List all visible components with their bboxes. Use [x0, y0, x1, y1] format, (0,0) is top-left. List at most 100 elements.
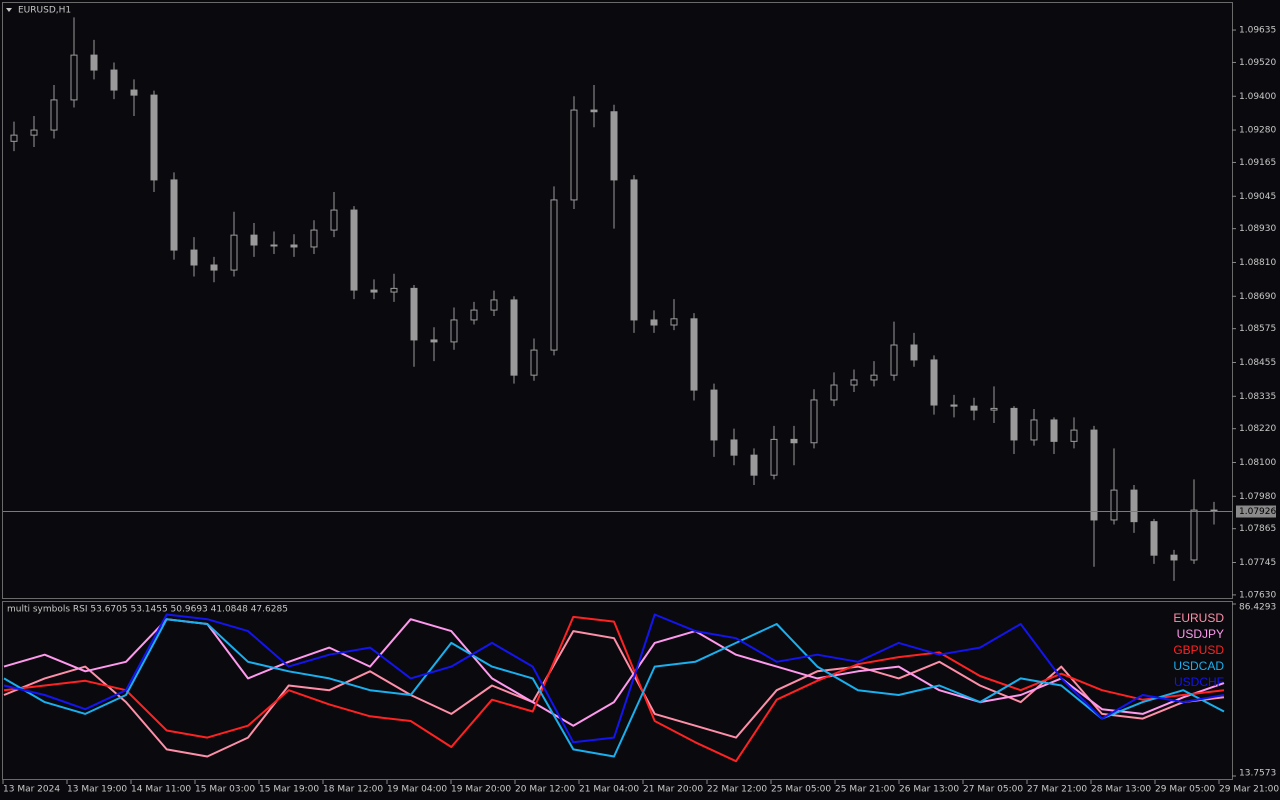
- candle-body: [450, 319, 458, 343]
- y-tick-label: 1.09045: [1239, 192, 1276, 202]
- y-tick-label: 1.08220: [1239, 424, 1276, 434]
- x-tick-label: 26 Mar 13:00: [899, 785, 959, 795]
- y-tick-label: 1.09400: [1239, 92, 1276, 102]
- x-tick-label: 14 Mar 11:00: [131, 785, 191, 795]
- candle-body: [670, 318, 678, 326]
- candle-body: [850, 379, 858, 386]
- candle-body: [650, 319, 658, 326]
- y-tick-label: 1.09165: [1239, 158, 1276, 168]
- y-tick-label: 86.4293: [1239, 603, 1276, 613]
- y-tick-label: 1.08690: [1239, 292, 1276, 302]
- candle-body: [290, 244, 298, 248]
- candle-body: [190, 249, 198, 266]
- candle-body: [30, 129, 38, 136]
- candle-body: [1110, 489, 1118, 521]
- x-tick-label: 21 Mar 04:00: [579, 785, 639, 795]
- candle-body: [510, 299, 518, 376]
- y-tick-label: 13.7573: [1239, 769, 1276, 779]
- candle-body: [490, 299, 498, 311]
- y-tick-label: 1.08575: [1239, 324, 1276, 334]
- candle-body: [830, 384, 838, 401]
- y-tick-label: 1.09520: [1239, 58, 1276, 68]
- candle-body: [590, 109, 598, 113]
- candle-body: [550, 199, 558, 351]
- candle-body: [430, 339, 438, 343]
- candle-body: [1170, 554, 1178, 561]
- candle-body: [230, 234, 238, 271]
- x-tick-label: 13 Mar 2024: [3, 785, 60, 795]
- candle-body: [1090, 429, 1098, 521]
- candle-body: [210, 264, 218, 271]
- candle-body: [370, 289, 378, 293]
- y-tick-label: 1.08335: [1239, 392, 1276, 402]
- main-pane-frame: [2, 2, 1233, 599]
- x-tick-label: 22 Mar 12:00: [707, 785, 767, 795]
- candle-body: [50, 99, 58, 131]
- y-tick-label: 1.07865: [1239, 524, 1276, 534]
- candle-body: [170, 179, 178, 251]
- y-tick-label: 1.08930: [1239, 224, 1276, 234]
- candle-body: [150, 94, 158, 181]
- x-tick-label: 15 Mar 03:00: [195, 785, 255, 795]
- x-tick-label: 25 Mar 21:00: [835, 785, 895, 795]
- candle-body: [1150, 521, 1158, 556]
- candle-body: [790, 438, 798, 444]
- candle-body: [410, 287, 418, 341]
- symbol-menu-arrow[interactable]: [6, 8, 12, 12]
- rsi-line: [3, 615, 1225, 763]
- x-tick-label: 27 Mar 05:00: [963, 785, 1023, 795]
- candle-body: [810, 399, 818, 444]
- x-tick-label: 28 Mar 13:00: [1091, 785, 1151, 795]
- candle-body: [350, 209, 358, 291]
- candle-body: [570, 109, 578, 201]
- x-tick-label: 18 Mar 12:00: [323, 785, 383, 795]
- x-tick-label: 13 Mar 19:00: [67, 785, 127, 795]
- candle-body: [890, 344, 898, 376]
- chart-title: EURUSD,H1: [18, 6, 71, 16]
- x-tick-label: 25 Mar 05:00: [771, 785, 831, 795]
- x-tick-label: 19 Mar 20:00: [451, 785, 511, 795]
- indicator-title: multi symbols RSI 53.6705 53.1455 50.969…: [7, 605, 288, 615]
- rsi-line: [3, 613, 1225, 744]
- legend-entry: GBPUSD: [1173, 643, 1224, 657]
- y-tick-label: 1.08810: [1239, 258, 1276, 268]
- candle-body: [750, 454, 758, 476]
- candle-body: [110, 69, 118, 91]
- candle-body: [870, 374, 878, 381]
- y-tick-label: 1.09280: [1239, 126, 1276, 136]
- x-tick-label: 21 Mar 20:00: [643, 785, 703, 795]
- candle-body: [130, 89, 138, 96]
- candle-body: [270, 244, 278, 247]
- candle-body: [950, 404, 958, 407]
- rsi-line: [3, 630, 1225, 758]
- x-tick-label: 29 Mar 21:00: [1219, 785, 1279, 795]
- last-price-label: 1.07926: [1239, 507, 1276, 517]
- candle-body: [630, 179, 638, 321]
- candle-body: [990, 407, 998, 411]
- candle-body: [10, 134, 18, 142]
- candle-body: [930, 359, 938, 406]
- candle-body: [690, 318, 698, 391]
- last-price-box: [1236, 505, 1276, 518]
- candle-body: [970, 405, 978, 411]
- y-tick-label: 1.08455: [1239, 358, 1276, 368]
- candle-body: [710, 389, 718, 441]
- candle-body: [1050, 419, 1058, 442]
- candle-body: [390, 287, 398, 293]
- y-tick-label: 1.07745: [1239, 558, 1276, 568]
- legend-entry: USDCHF: [1174, 675, 1224, 689]
- rsi-line: [3, 618, 1225, 758]
- candle-body: [1130, 489, 1138, 523]
- candle-body: [470, 309, 478, 321]
- x-tick-label: 20 Mar 12:00: [515, 785, 575, 795]
- legend-entry: EURUSD: [1173, 611, 1224, 625]
- candle-body: [90, 54, 98, 71]
- candle-body: [610, 111, 618, 181]
- x-tick-label: 29 Mar 05:00: [1155, 785, 1215, 795]
- candle-body: [1190, 509, 1198, 561]
- candle-body: [530, 349, 538, 376]
- y-tick-label: 1.07980: [1239, 492, 1276, 502]
- y-tick-label: 1.09635: [1239, 26, 1276, 36]
